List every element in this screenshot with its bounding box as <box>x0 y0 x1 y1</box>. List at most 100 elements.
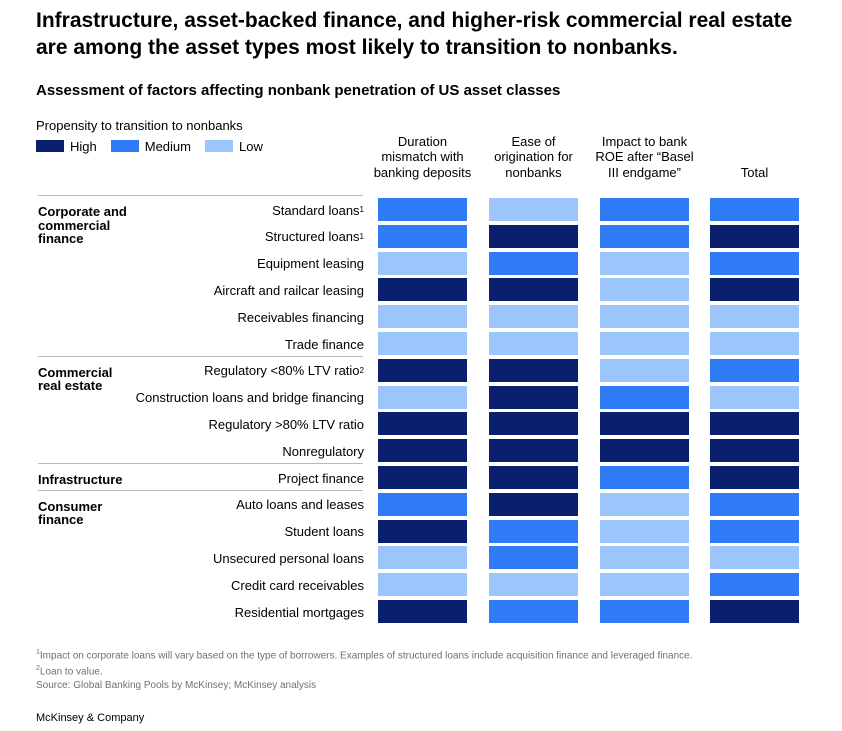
legend-swatch-medium <box>110 140 139 152</box>
heatmap-cell <box>600 573 689 597</box>
heatmap-cell <box>710 278 799 302</box>
row-label: Receivables financing <box>238 305 364 329</box>
row-label-text: Credit card receivables <box>231 577 364 593</box>
heatmap-cell <box>489 492 578 516</box>
heatmap-cell <box>489 198 578 221</box>
footnote-mark: 2 <box>36 665 40 673</box>
column-header: Ease of origination for nonbanks <box>494 133 573 180</box>
heatmap-cell <box>489 466 578 489</box>
legend-title: Propensity to transition to nonbanks <box>36 118 243 133</box>
heatmap-cell <box>600 412 689 436</box>
legend-item-low: Low <box>205 139 263 154</box>
row-label-text: Unsecured personal loans <box>212 550 364 566</box>
row-label: Structured loans 1 <box>264 229 364 245</box>
heatmap-cell <box>710 519 799 543</box>
heatmap-cell <box>600 439 689 463</box>
heatmap-cell <box>600 198 689 221</box>
brand-name: McKinsey & Company <box>36 712 145 724</box>
legend-item-medium: Medium <box>110 138 191 154</box>
heatmap-cell <box>489 305 578 329</box>
heatmap-cell <box>600 251 689 275</box>
heatmap-cell <box>378 492 467 516</box>
footnote-text: Impact on corporate loans will vary base… <box>39 650 693 662</box>
heatmap-cell <box>600 519 689 543</box>
row-label: Regulatory >80% LTV ratio <box>209 412 364 436</box>
heatmap-cell <box>378 412 467 436</box>
heatmap-cell <box>378 385 467 409</box>
heatmap-cell <box>600 492 689 516</box>
row-label-text: Structured loans <box>264 229 360 245</box>
group-label: Commercial real estate <box>38 364 113 394</box>
row-label: Student loans <box>284 520 364 544</box>
legend-label: Medium <box>144 138 191 154</box>
row-label-text: Auto loans and leases <box>236 497 364 513</box>
column-header: Duration mismatch with banking deposits <box>373 133 472 180</box>
heatmap-cell <box>378 278 467 302</box>
chart-subtitle: Assessment of factors affecting nonbank … <box>36 82 561 99</box>
heatmap-cell <box>710 332 799 355</box>
group-divider <box>38 463 363 464</box>
heatmap-cell <box>489 332 578 355</box>
headline: Infrastructure, asset-backed finance, an… <box>36 9 793 59</box>
group-label: Consumer finance <box>38 498 103 528</box>
footnote-text: Loan to value. <box>39 666 103 678</box>
row-label-text: Project finance <box>278 470 364 486</box>
heatmap-cell <box>378 600 467 623</box>
heatmap-cell <box>378 224 467 248</box>
row-label: Construction loans and bridge financing <box>136 386 364 410</box>
row-label: Project finance <box>278 466 364 490</box>
heatmap-cell <box>489 224 578 248</box>
row-label: Regulatory <80% LTV ratio 2 <box>204 363 364 379</box>
heatmap-cell <box>489 519 578 543</box>
row-label-text: Standard loans <box>272 202 360 218</box>
heatmap-cell <box>600 600 689 623</box>
row-label: Trade finance <box>285 332 364 356</box>
row-label-text: Residential mortgages <box>234 604 364 620</box>
footnote-text: Source: Global Banking Pools by McKinsey… <box>36 679 317 691</box>
legend-label: Low <box>239 138 263 154</box>
row-label-text: Receivables financing <box>237 309 364 325</box>
group-label: Corporate and commercial finance <box>38 204 127 246</box>
heatmap-cell <box>378 198 467 221</box>
heatmap-cell <box>710 466 799 489</box>
column-header: Impact to bank ROE after “Basel III endg… <box>595 133 694 180</box>
heatmap-cell <box>710 546 799 570</box>
heatmap-cell <box>489 251 578 275</box>
heatmap-cell <box>378 573 467 597</box>
heatmap-cell <box>489 412 578 436</box>
legend-swatch-high <box>36 140 64 152</box>
heatmap-cell <box>710 600 799 623</box>
heatmap-cell <box>600 224 689 248</box>
row-label-text: Regulatory >80% LTV ratio <box>208 416 364 432</box>
heatmap-cell <box>710 224 799 248</box>
heatmap-cell <box>489 439 578 463</box>
heatmap-cell <box>600 332 689 355</box>
heatmap-cell <box>600 546 689 570</box>
heatmap-cell <box>600 466 689 489</box>
footnote-line: 2Loan to value. <box>36 662 693 678</box>
column-header: Total <box>740 164 769 180</box>
row-label-text: Trade finance <box>284 336 364 352</box>
heatmap-cell <box>378 439 467 463</box>
heatmap-cell <box>378 519 467 543</box>
footnote-line: Source: Global Banking Pools by McKinsey… <box>36 679 693 692</box>
heatmap-cell <box>378 358 467 382</box>
row-label-text: Regulatory <80% LTV ratio <box>204 363 360 379</box>
row-label: Credit card receivables <box>231 573 364 597</box>
row-label-text: Equipment leasing <box>257 256 364 272</box>
heatmap-cell <box>710 439 799 463</box>
heatmap-cell <box>489 278 578 302</box>
row-label: Standard loans 1 <box>272 202 364 218</box>
row-label: Equipment leasing <box>257 252 364 276</box>
heatmap-cell <box>378 466 467 489</box>
footnote-line: 1Impact on corporate loans will vary bas… <box>36 646 693 662</box>
heatmap-cell <box>710 251 799 275</box>
legend-swatch-low <box>205 140 233 152</box>
group-divider <box>38 355 363 357</box>
heatmap-cell <box>489 600 578 623</box>
row-label: Residential mortgages <box>235 600 364 624</box>
row-label: Unsecured personal loans <box>213 546 364 570</box>
heatmap-cell <box>600 278 689 302</box>
heatmap-cell <box>489 358 578 382</box>
